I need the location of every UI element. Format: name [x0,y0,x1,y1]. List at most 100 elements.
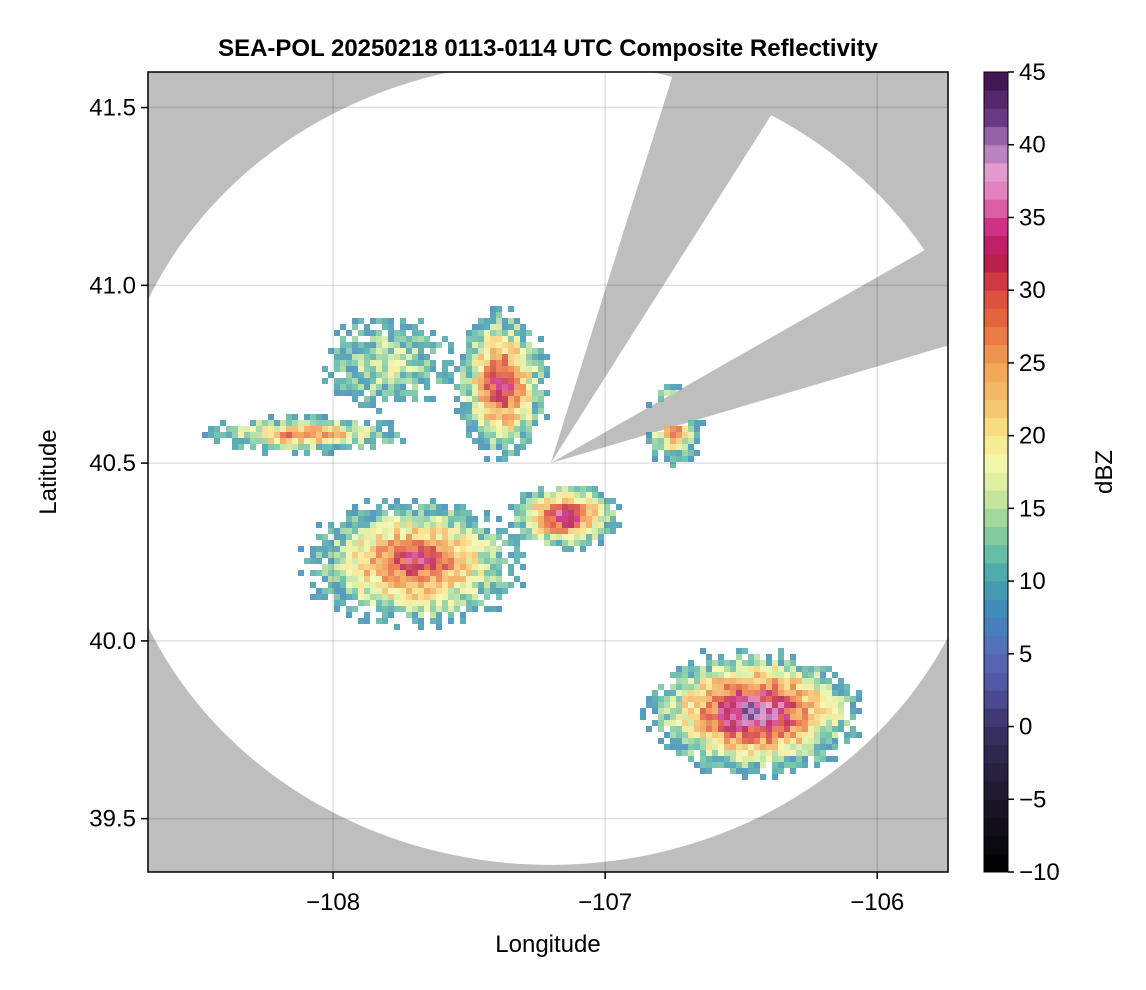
echo-pixel [760,678,766,684]
colorbar-band [984,290,1008,309]
echo-pixel [712,726,718,732]
echo-pixel [340,558,346,564]
echo-pixel [274,432,280,438]
echo-pixel [334,558,340,564]
echo-pixel [412,324,418,330]
echo-pixel [850,726,856,732]
echo-pixel [736,678,742,684]
echo-pixel [340,576,346,582]
echo-pixel [406,348,412,354]
echo-pixel [460,378,466,384]
echo-pixel [574,534,580,540]
echo-pixel [508,372,514,378]
echo-pixel [532,498,538,504]
echo-pixel [382,384,388,390]
echo-pixel [364,528,370,534]
colorbar-bands [984,72,1008,873]
echo-pixel [388,336,394,342]
echo-pixel [670,696,676,702]
echo-pixel [736,732,742,738]
echo-pixel [478,600,484,606]
echo-pixel [340,588,346,594]
echo-pixel [508,354,514,360]
echo-pixel [382,570,388,576]
echo-pixel [790,678,796,684]
echo-pixel [532,396,538,402]
echo-pixel [832,732,838,738]
echo-pixel [676,432,682,438]
echo-pixel [460,384,466,390]
echo-pixel [688,432,694,438]
echo-pixel [490,348,496,354]
echo-pixel [400,522,406,528]
echo-pixel [406,606,412,612]
echo-pixel [418,360,424,366]
y-tick-label: 40.5 [89,450,136,477]
echo-pixel [712,684,718,690]
echo-pixel [520,408,526,414]
echo-pixel [286,432,292,438]
echo-pixel [352,510,358,516]
echo-pixel [472,540,478,546]
echo-pixel [436,588,442,594]
echo-pixel [778,672,784,678]
echo-pixel [388,612,394,618]
echo-pixel [514,552,520,558]
echo-pixel [790,744,796,750]
echo-pixel [322,378,328,384]
echo-pixel [400,372,406,378]
echo-pixel [316,570,322,576]
echo-pixel [580,486,586,492]
echo-pixel [496,342,502,348]
echo-pixel [442,576,448,582]
echo-pixel [682,432,688,438]
echo-pixel [430,618,436,624]
echo-pixel [682,444,688,450]
echo-pixel [796,738,802,744]
echo-pixel [328,432,334,438]
echo-pixel [424,504,430,510]
echo-pixel [310,570,316,576]
echo-pixel [400,576,406,582]
echo-pixel [460,594,466,600]
echo-pixel [376,588,382,594]
colorbar-band [984,781,1008,800]
echo-pixel [340,552,346,558]
echo-pixel [772,714,778,720]
echo-pixel [514,342,520,348]
echo-pixel [418,354,424,360]
echo-pixel [514,516,520,522]
echo-pixel [484,444,490,450]
echo-pixel [352,396,358,402]
echo-pixel [418,522,424,528]
echo-pixel [592,528,598,534]
echo-pixel [400,396,406,402]
echo-pixel [682,750,688,756]
echo-pixel [832,702,838,708]
echo-pixel [496,354,502,360]
echo-pixel [388,522,394,528]
echo-pixel [844,732,850,738]
colorbar-band [984,799,1008,818]
echo-pixel [526,426,532,432]
echo-pixel [292,420,298,426]
echo-pixel [730,678,736,684]
echo-pixel [790,714,796,720]
echo-pixel [802,666,808,672]
echo-pixel [526,408,532,414]
echo-pixel [418,546,424,552]
echo-pixel [442,582,448,588]
echo-pixel [250,420,256,426]
echo-pixel [568,528,574,534]
echo-pixel [694,726,700,732]
echo-pixel [436,528,442,534]
echo-pixel [688,756,694,762]
echo-pixel [688,714,694,720]
echo-pixel [748,660,754,666]
echo-pixel [364,330,370,336]
echo-pixel [688,708,694,714]
echo-pixel [346,540,352,546]
echo-pixel [586,492,592,498]
echo-pixel [640,708,646,714]
echo-pixel [796,696,802,702]
